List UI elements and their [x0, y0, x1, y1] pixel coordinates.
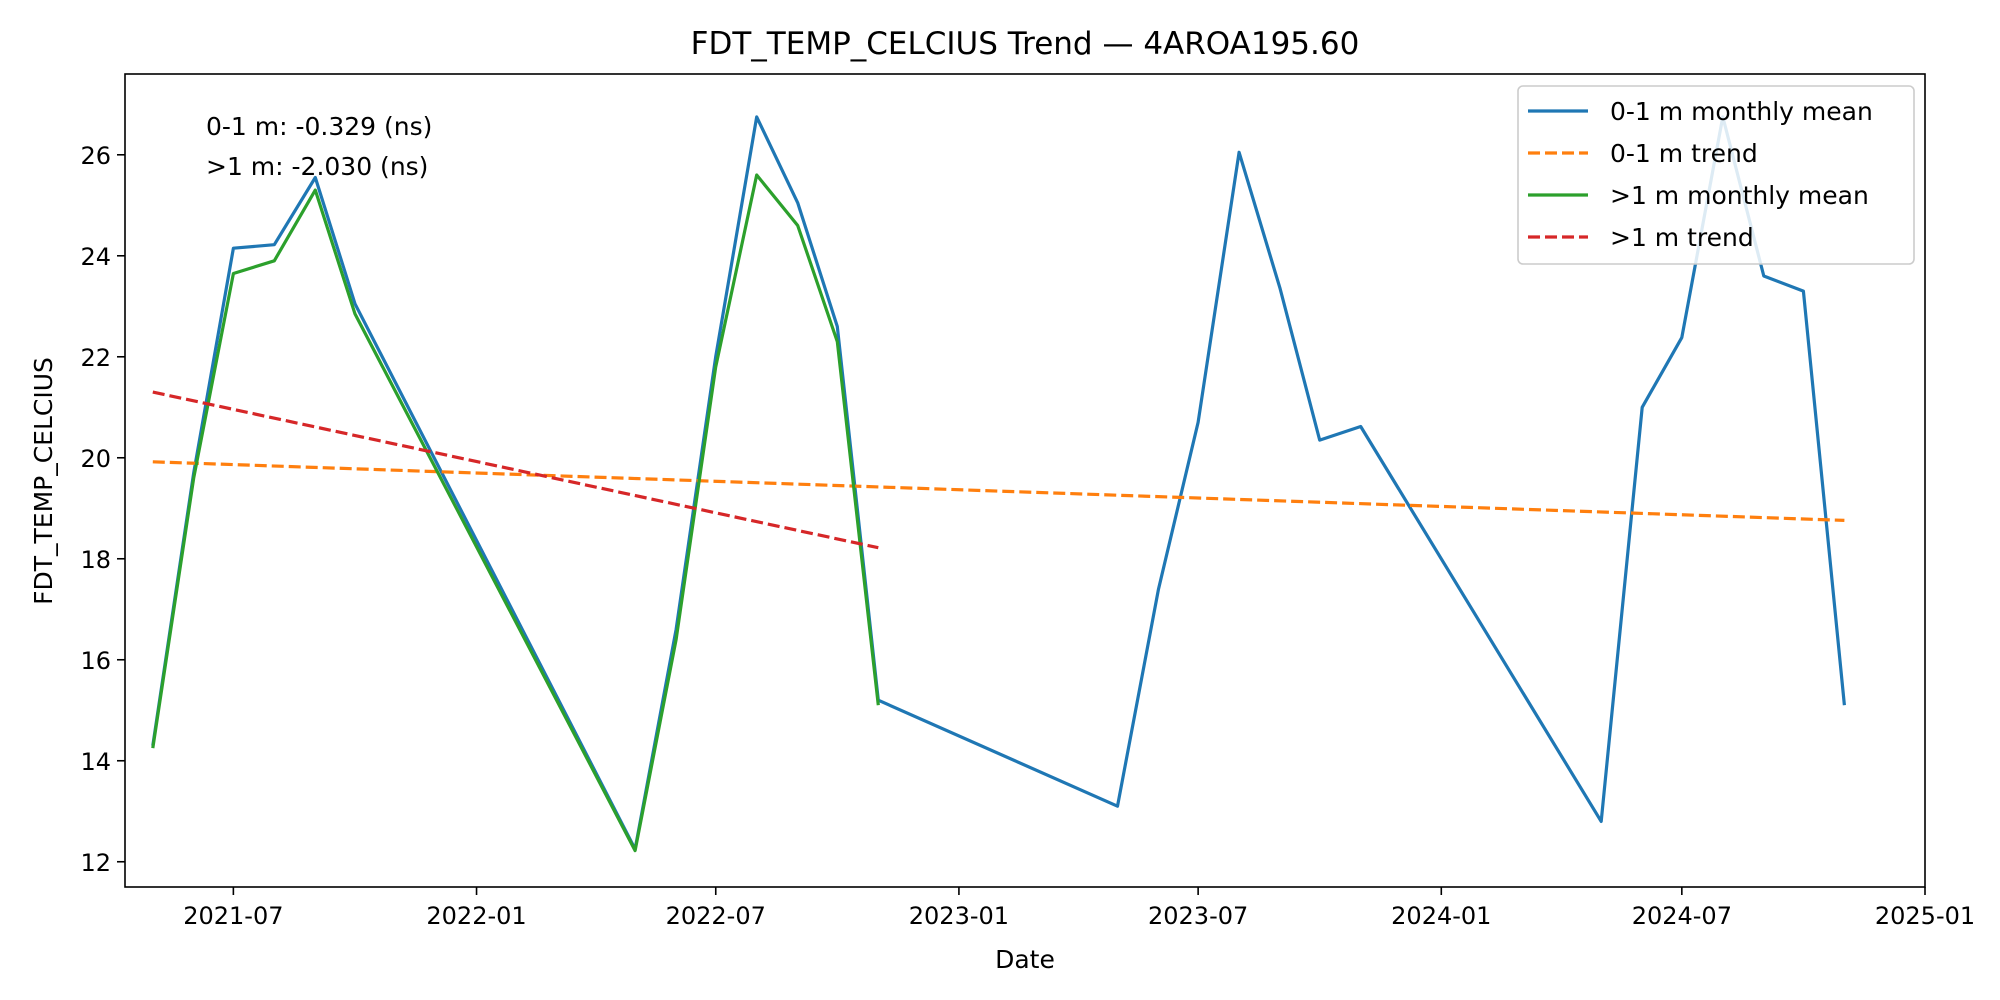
x-tick-label: 2023-07	[1148, 902, 1248, 930]
y-tick-label: 12	[80, 849, 111, 877]
series-line-1	[151, 115, 1846, 851]
plot-frame	[124, 73, 1926, 888]
legend-label: 0-1 m monthly mean	[1610, 97, 1873, 126]
legend-label: >1 m trend	[1610, 223, 1754, 252]
y-tick-label: 22	[80, 344, 111, 372]
series-line-3	[151, 173, 880, 853]
y-tick-label: 26	[80, 142, 111, 170]
legend-box	[1517, 85, 1915, 265]
legend-label: 0-1 m trend	[1610, 139, 1758, 168]
stats-annotation: 0-1 m: -0.329 (ns)	[206, 112, 432, 141]
y-tick-label: 24	[80, 243, 111, 271]
plot-area	[151, 115, 1846, 853]
x-axis-label: Date	[995, 945, 1055, 974]
y-tick-label: 20	[80, 445, 111, 473]
x-tick-label: 2022-07	[666, 902, 766, 930]
y-axis-label: FDT_TEMP_CELCIUS	[29, 357, 58, 605]
axis-ticks: 2021-07 2022-01 2022-07 2023-01 2023-07 2024-…	[80, 142, 1975, 930]
x-tick-label: 2024-01	[1391, 902, 1491, 930]
y-tick-label: 14	[80, 748, 111, 776]
legend: 0-1 m monthly mean 0-1 m trend >1 m monthl…	[1517, 85, 1915, 265]
stats-annotations: 0-1 m: -0.329 (ns) >1 m: -2.030 (ns)	[206, 112, 432, 181]
x-tick-label: 2025-01	[1875, 902, 1975, 930]
x-tick-label: 2021-07	[183, 902, 283, 930]
x-tick-label: 2023-01	[909, 902, 1009, 930]
x-tick-label: 2024-07	[1632, 902, 1732, 930]
y-tick-label: 18	[80, 546, 111, 574]
series-line-2	[152, 460, 1845, 522]
x-tick-label: 2022-01	[426, 902, 526, 930]
legend-label: >1 m monthly mean	[1610, 181, 1869, 210]
stats-annotation: >1 m: -2.030 (ns)	[206, 152, 428, 181]
series-line-4	[152, 390, 879, 550]
chart-title: FDT_TEMP_CELCIUS Trend — 4AROA195.60	[691, 26, 1360, 62]
y-tick-label: 16	[80, 647, 111, 675]
